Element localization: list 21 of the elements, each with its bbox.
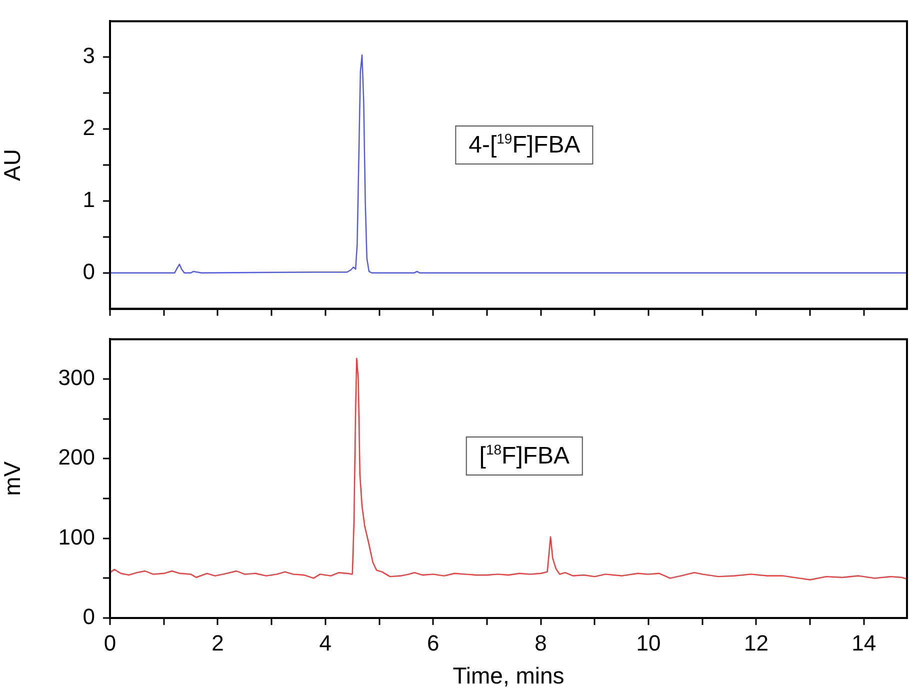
x-tick-label: 2 xyxy=(212,630,224,656)
annotation: 4-[$^{19}$F]FBA xyxy=(456,125,594,164)
x-axis-title: Time, mins xyxy=(452,662,564,689)
y-tick-label: 200 xyxy=(58,444,95,470)
y-axis-title: mV xyxy=(0,460,26,496)
x-tick-label: 6 xyxy=(426,630,440,656)
y-tick-label: 100 xyxy=(58,524,95,550)
y-axis-title: AU xyxy=(0,149,26,181)
x-tick-label: 0 xyxy=(104,630,116,656)
y-tick-label: 0 xyxy=(82,258,95,284)
y-tick-label: 300 xyxy=(58,365,95,390)
x-tick-label: 4 xyxy=(319,630,332,656)
y-tick-label: 1 xyxy=(82,187,95,212)
y-tick-label: 2 xyxy=(82,115,95,140)
y-tick-label: 0 xyxy=(82,604,95,630)
x-tick-label: 8 xyxy=(534,630,547,656)
y-tick-label: 3 xyxy=(82,43,95,68)
x-tick-label: 12 xyxy=(744,630,768,656)
annotation: [$^{18}$F]FBA xyxy=(466,436,583,476)
x-tick-label: 14 xyxy=(852,630,876,656)
x-tick-label: 10 xyxy=(636,630,661,656)
